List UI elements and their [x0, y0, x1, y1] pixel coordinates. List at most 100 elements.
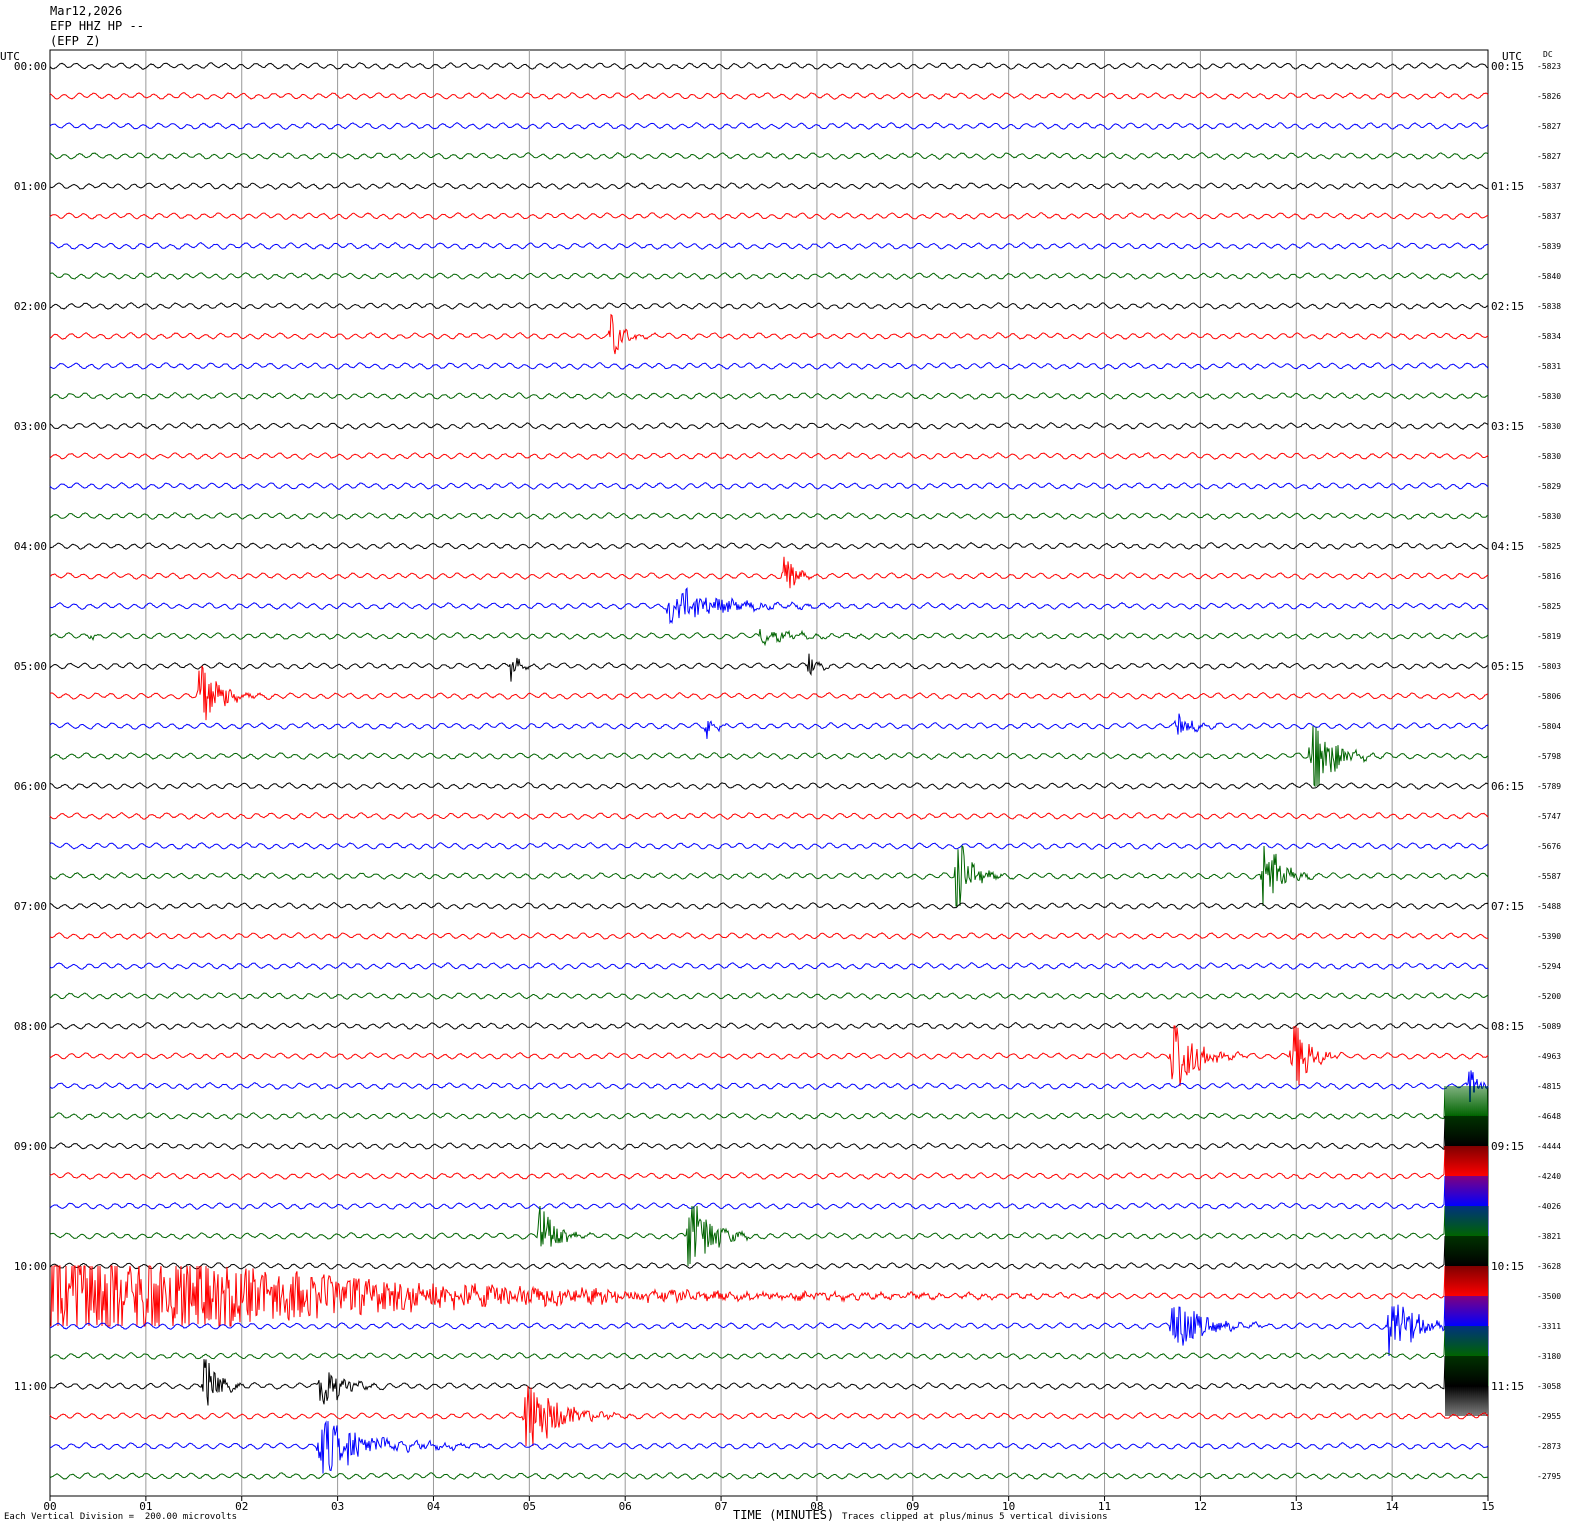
trace-row — [49, 1025, 1489, 1087]
trace-row — [49, 1145, 1489, 1207]
left-hour-label: 00:00 — [14, 60, 47, 73]
x-tick-label: 12 — [1194, 1500, 1207, 1513]
dc-offset-label: -3821 — [1537, 1232, 1561, 1241]
trace-row — [49, 1175, 1489, 1237]
trace-row — [49, 242, 1488, 250]
trace-row — [49, 272, 1489, 280]
trace-row — [49, 962, 1489, 970]
x-tick-label: 01 — [139, 1500, 152, 1513]
trace-row — [49, 392, 1489, 400]
trace-row — [49, 1472, 1489, 1480]
dc-offset-label: -5837 — [1537, 212, 1561, 221]
right-hour-label: 05:15 — [1491, 660, 1524, 673]
dc-offset-label: -5834 — [1537, 332, 1561, 341]
trace-row — [49, 541, 1489, 550]
trace-row — [49, 121, 1489, 130]
trace-row — [49, 452, 1489, 460]
clip-note: Traces clipped at plus/minus 5 vertical … — [842, 1512, 1108, 1522]
left-hour-label: 09:00 — [14, 1140, 47, 1153]
dc-offset-label: -5587 — [1537, 872, 1561, 881]
trace-row — [49, 1205, 1489, 1267]
trace-row — [49, 653, 1489, 682]
dc-offset-label: -5830 — [1537, 392, 1561, 401]
dc-offset-label: -4648 — [1537, 1112, 1561, 1121]
dc-offset-label: -2795 — [1537, 1472, 1561, 1481]
dc-offset-label: -5803 — [1537, 662, 1561, 671]
x-tick-label: 09 — [906, 1500, 919, 1513]
x-tick-label: 10 — [1002, 1500, 1015, 1513]
trace-row — [49, 1235, 1489, 1297]
left-hour-label: 06:00 — [14, 780, 47, 793]
trace-row — [49, 782, 1489, 791]
trace-row — [49, 1085, 1489, 1147]
dc-offset-label: -5830 — [1537, 452, 1561, 461]
dc-offset-label: -3628 — [1537, 1262, 1561, 1271]
x-tick-label: 13 — [1290, 1500, 1303, 1513]
x-tick-label: 02 — [235, 1500, 248, 1513]
trace-row — [50, 725, 1489, 788]
dc-offset-label: -5816 — [1537, 572, 1561, 581]
right-axis-label: UTC — [1502, 50, 1522, 63]
dc-offset-label: -5831 — [1537, 362, 1561, 371]
right-hour-label: 02:15 — [1491, 300, 1524, 313]
x-tick-label: 08 — [810, 1500, 823, 1513]
trace-row — [49, 92, 1489, 100]
trace-row — [49, 629, 1489, 647]
x-tick-label: 04 — [427, 1500, 441, 1513]
dc-offset-label: -5798 — [1537, 752, 1561, 761]
trace-row — [49, 313, 1489, 355]
x-tick-label: 15 — [1481, 1500, 1494, 1513]
trace-row — [49, 512, 1489, 520]
date-label: Mar12,2026 — [50, 4, 123, 18]
trace-row — [50, 1265, 1489, 1327]
x-tick-label: 05 — [523, 1500, 536, 1513]
dc-offset-label: -5806 — [1537, 692, 1561, 701]
dc-offset-label: -4240 — [1537, 1172, 1561, 1181]
left-hour-label: 01:00 — [14, 180, 47, 193]
dc-offset-label: -5804 — [1537, 722, 1561, 731]
trace-row — [49, 1385, 1489, 1447]
left-hour-label: 10:00 — [14, 1260, 47, 1273]
trace-row — [49, 932, 1489, 940]
dc-offset-label: -5827 — [1537, 152, 1561, 161]
left-hour-label: 08:00 — [14, 1020, 47, 1033]
x-axis-title: TIME (MINUTES) — [733, 1508, 835, 1522]
right-hour-label: 10:15 — [1491, 1260, 1524, 1273]
trace-row — [49, 842, 1489, 850]
dc-offset-label: -5830 — [1537, 512, 1561, 521]
right-hour-label: 01:15 — [1491, 180, 1524, 193]
dc-offset-label: -5676 — [1537, 842, 1561, 851]
dc-offset-label: -5823 — [1537, 62, 1561, 71]
trace-row — [49, 812, 1489, 820]
x-tick-label: 00 — [43, 1500, 56, 1513]
x-tick-label: 11 — [1098, 1500, 1111, 1513]
dc-offset-label: -2873 — [1537, 1442, 1561, 1451]
trace-row — [49, 1325, 1489, 1387]
dc-offset-label: -5390 — [1537, 932, 1561, 941]
dc-offset-label: -5839 — [1537, 242, 1561, 251]
trace-row — [49, 302, 1489, 310]
trace-row — [49, 1115, 1489, 1177]
trace-row — [49, 713, 1489, 739]
dc-offset-label: -5488 — [1537, 902, 1561, 911]
trace-row — [49, 212, 1489, 220]
dc-offset-label: -3180 — [1537, 1352, 1561, 1361]
x-tick-label: 03 — [331, 1500, 344, 1513]
dc-offset-label: -4815 — [1537, 1082, 1561, 1091]
left-hour-label: 03:00 — [14, 420, 47, 433]
dc-offset-label: -3500 — [1537, 1292, 1561, 1301]
right-hour-label: 09:15 — [1491, 1140, 1524, 1153]
x-tick-label: 14 — [1386, 1500, 1400, 1513]
trace-row — [49, 844, 1489, 907]
left-hour-label: 11:00 — [14, 1380, 47, 1393]
trace-row — [49, 362, 1489, 370]
left-axis-label: UTC — [0, 50, 20, 63]
dc-offset-label: -5840 — [1537, 272, 1561, 281]
left-hour-label: 04:00 — [14, 540, 47, 553]
trace-row — [49, 152, 1489, 160]
x-tick-label: 07 — [714, 1500, 727, 1513]
right-hour-label: 08:15 — [1491, 1020, 1524, 1033]
dc-offset-label: -4963 — [1537, 1052, 1561, 1061]
trace-row — [49, 1022, 1489, 1030]
